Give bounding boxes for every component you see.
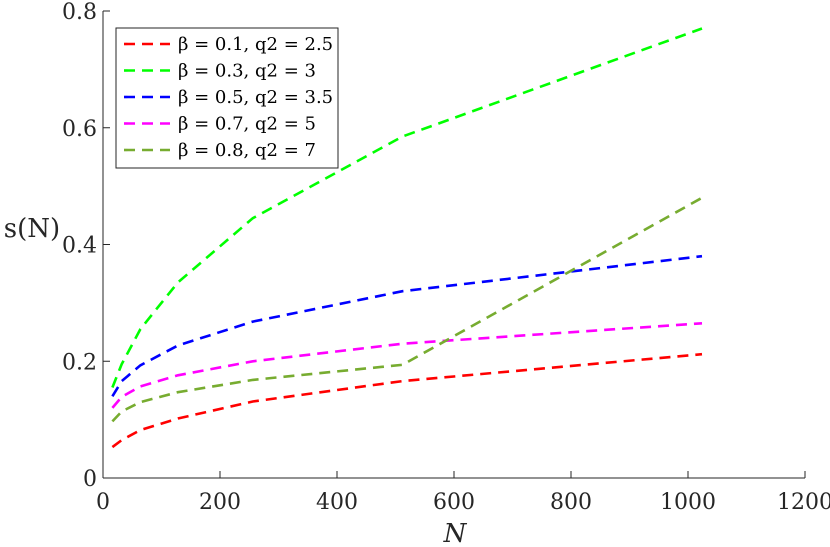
series-line-1 <box>111 352 703 449</box>
y-axis: 0 0.2 0.4 0.6 0.8 <box>62 0 110 492</box>
y-tick-label: 0.4 <box>62 234 97 259</box>
x-tick-label: 0 <box>96 490 110 515</box>
legend: β = 0.1, q2 = 2.5 β = 0.3, q2 = 3 β = 0.5,… <box>115 27 339 169</box>
y-tick-label: 0 <box>83 467 97 492</box>
x-tick-label: 1200 <box>777 490 830 515</box>
x-tick-label: 600 <box>433 490 475 515</box>
legend-label-3: β = 0.5, q2 = 3.5 <box>178 87 333 108</box>
y-tick-label: 0.8 <box>62 0 97 25</box>
x-tick-label: 800 <box>550 490 592 515</box>
y-axis-title: s(N) <box>4 214 60 244</box>
series-line-3 <box>111 254 703 397</box>
legend-label-5: β = 0.8, q2 = 7 <box>178 140 316 161</box>
y-tick-label: 0.6 <box>62 117 97 142</box>
series-line-4 <box>111 322 703 409</box>
y-tick-label: 0.2 <box>62 350 97 375</box>
x-axis-title: N <box>443 519 468 547</box>
x-tick-label: 1000 <box>660 490 716 515</box>
legend-label-1: β = 0.1, q2 = 2.5 <box>178 34 333 55</box>
series-line-2 <box>111 27 703 388</box>
legend-label-2: β = 0.3, q2 = 3 <box>178 61 316 82</box>
plot-area <box>111 27 703 449</box>
x-tick-label: 200 <box>199 490 241 515</box>
legend-label-4: β = 0.7, q2 = 5 <box>178 114 316 135</box>
series-line-5 <box>111 196 703 423</box>
x-tick-label: 400 <box>316 490 358 515</box>
x-axis: 0 200 400 600 800 1000 1200 <box>96 471 830 515</box>
